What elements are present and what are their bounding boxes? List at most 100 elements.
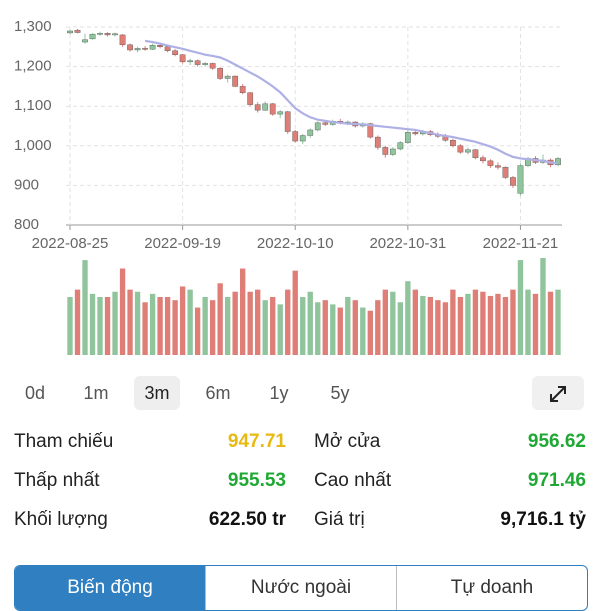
candle-body xyxy=(404,132,411,143)
volume-bar xyxy=(307,291,313,355)
tab[interactable]: Biến động xyxy=(15,566,205,610)
volume-bar xyxy=(255,289,261,355)
candle-body xyxy=(389,148,396,155)
volume-bar xyxy=(172,300,178,355)
volume-bar xyxy=(292,270,298,355)
period-button[interactable]: 5y xyxy=(330,383,350,403)
volume-bar xyxy=(209,300,216,355)
candle-body xyxy=(164,46,171,51)
volume-bar xyxy=(224,297,231,355)
volume-bar xyxy=(525,289,531,355)
expand-arrow xyxy=(550,386,566,402)
volume-bar xyxy=(97,297,103,355)
volume-bar xyxy=(405,281,411,355)
volume-bar xyxy=(127,289,133,355)
volume-bar xyxy=(315,302,321,355)
candle-body xyxy=(104,33,111,36)
volume-bar xyxy=(119,268,126,355)
candle-body xyxy=(277,111,284,115)
volume-bar xyxy=(67,297,73,355)
candle-body xyxy=(97,33,103,35)
y-tick-label: 1,300 xyxy=(14,18,52,35)
candle-body xyxy=(269,103,276,115)
candle-body xyxy=(217,67,224,79)
volume-bar xyxy=(367,310,373,355)
candle-body xyxy=(284,111,291,132)
candle-body xyxy=(307,129,314,136)
tabs: Biến động Nước ngoài Tự doanh xyxy=(14,565,588,611)
volume-bar xyxy=(277,304,283,355)
stat-label: Giá trị xyxy=(314,509,365,530)
volume-bar xyxy=(142,302,148,355)
volume-bar xyxy=(555,289,561,355)
candle-body xyxy=(412,132,419,135)
volume-bar xyxy=(194,307,201,355)
tab[interactable]: Tự doanh xyxy=(396,566,587,610)
volume-bar xyxy=(217,283,223,355)
volume-bar xyxy=(510,289,516,355)
volume-bar xyxy=(89,293,96,355)
stat: Mở cửa 956.62 xyxy=(314,423,586,461)
period-button[interactable]: 1y xyxy=(269,383,289,403)
period-selector: 0d 1m 3m 6m 1y 5y xyxy=(12,376,512,410)
volume-bar xyxy=(495,293,501,355)
expand-button[interactable] xyxy=(532,376,584,410)
candle-body xyxy=(472,149,479,158)
volume-bar xyxy=(262,300,268,355)
volume-bar xyxy=(442,302,449,355)
candle-body xyxy=(457,145,464,153)
y-tick-label: 800 xyxy=(14,216,39,233)
tab[interactable]: Nước ngoài xyxy=(205,566,396,610)
volume-bar xyxy=(397,302,404,355)
candle-body xyxy=(262,103,269,111)
candle-body xyxy=(187,60,193,63)
stat-label: Cao nhất xyxy=(314,470,392,491)
volume-bar xyxy=(164,297,171,355)
volume-bar xyxy=(157,297,163,355)
x-tick-label: 2022-09-19 xyxy=(144,235,221,252)
volume-bar xyxy=(232,291,238,355)
candle-body xyxy=(382,147,389,155)
candle-body xyxy=(209,63,216,69)
candle-body xyxy=(142,48,148,50)
stat-value: 9,716.1 tỷ xyxy=(500,509,586,530)
candle-body xyxy=(487,160,494,166)
period-button[interactable]: 3m xyxy=(134,376,180,410)
stat-value: 971.46 xyxy=(527,470,586,491)
period-button[interactable]: 0d xyxy=(24,383,46,403)
volume-bar xyxy=(502,297,509,355)
volume-bar xyxy=(300,297,306,355)
candle-body xyxy=(517,165,524,194)
candle-body xyxy=(239,86,246,93)
stat-value: 947.71 xyxy=(227,431,286,452)
volume-bar xyxy=(420,295,426,355)
volume-bar xyxy=(330,304,336,355)
y-tick-label: 1,000 xyxy=(14,137,52,154)
candle-body xyxy=(510,177,516,186)
candle-body xyxy=(89,33,96,40)
stat-value: 622.50 tr xyxy=(208,509,286,530)
volume-bar xyxy=(465,293,471,355)
period-button[interactable]: 1m xyxy=(83,383,109,403)
volume-bar xyxy=(472,289,479,355)
y-tick-label: 900 xyxy=(14,176,39,193)
expand-icon xyxy=(550,386,566,402)
volume-bar xyxy=(382,289,388,355)
volume-bar xyxy=(352,300,358,355)
y-tick-label: 1,200 xyxy=(14,58,52,75)
x-tick-label: 2022-10-31 xyxy=(369,235,446,252)
candle-body xyxy=(299,135,306,142)
candle-body xyxy=(495,165,501,168)
volume-bar xyxy=(240,268,246,355)
chart: 800 900 1,000 1,100 1,200 1,300 2022-08-25 2022… xyxy=(14,18,562,355)
volume-bar xyxy=(517,260,524,355)
x-tick-label: 2022-08-25 xyxy=(32,235,109,252)
volume-bar xyxy=(345,297,351,355)
stat: Giá trị 9,716.1 tỷ xyxy=(314,501,586,539)
candle-body xyxy=(194,60,201,65)
candle-body xyxy=(157,45,163,47)
candle-body xyxy=(322,122,329,125)
candle-body xyxy=(172,50,178,55)
candle-body xyxy=(502,166,509,178)
period-button[interactable]: 6m xyxy=(205,383,231,403)
